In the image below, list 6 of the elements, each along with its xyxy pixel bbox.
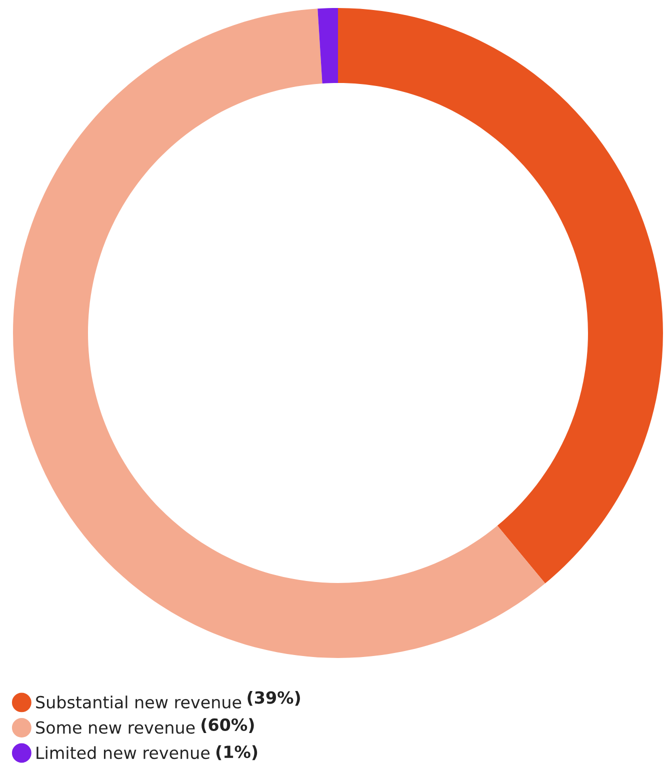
legend-label: Substantial new revenue — [36, 696, 242, 709]
data-label: (1%) — [216, 745, 258, 760]
data-label: (60%) — [202, 718, 254, 733]
legend-label: Some new revenue — [36, 721, 195, 734]
legend-label: Limited new revenue — [36, 746, 210, 760]
data-label: (39%) — [248, 690, 300, 706]
